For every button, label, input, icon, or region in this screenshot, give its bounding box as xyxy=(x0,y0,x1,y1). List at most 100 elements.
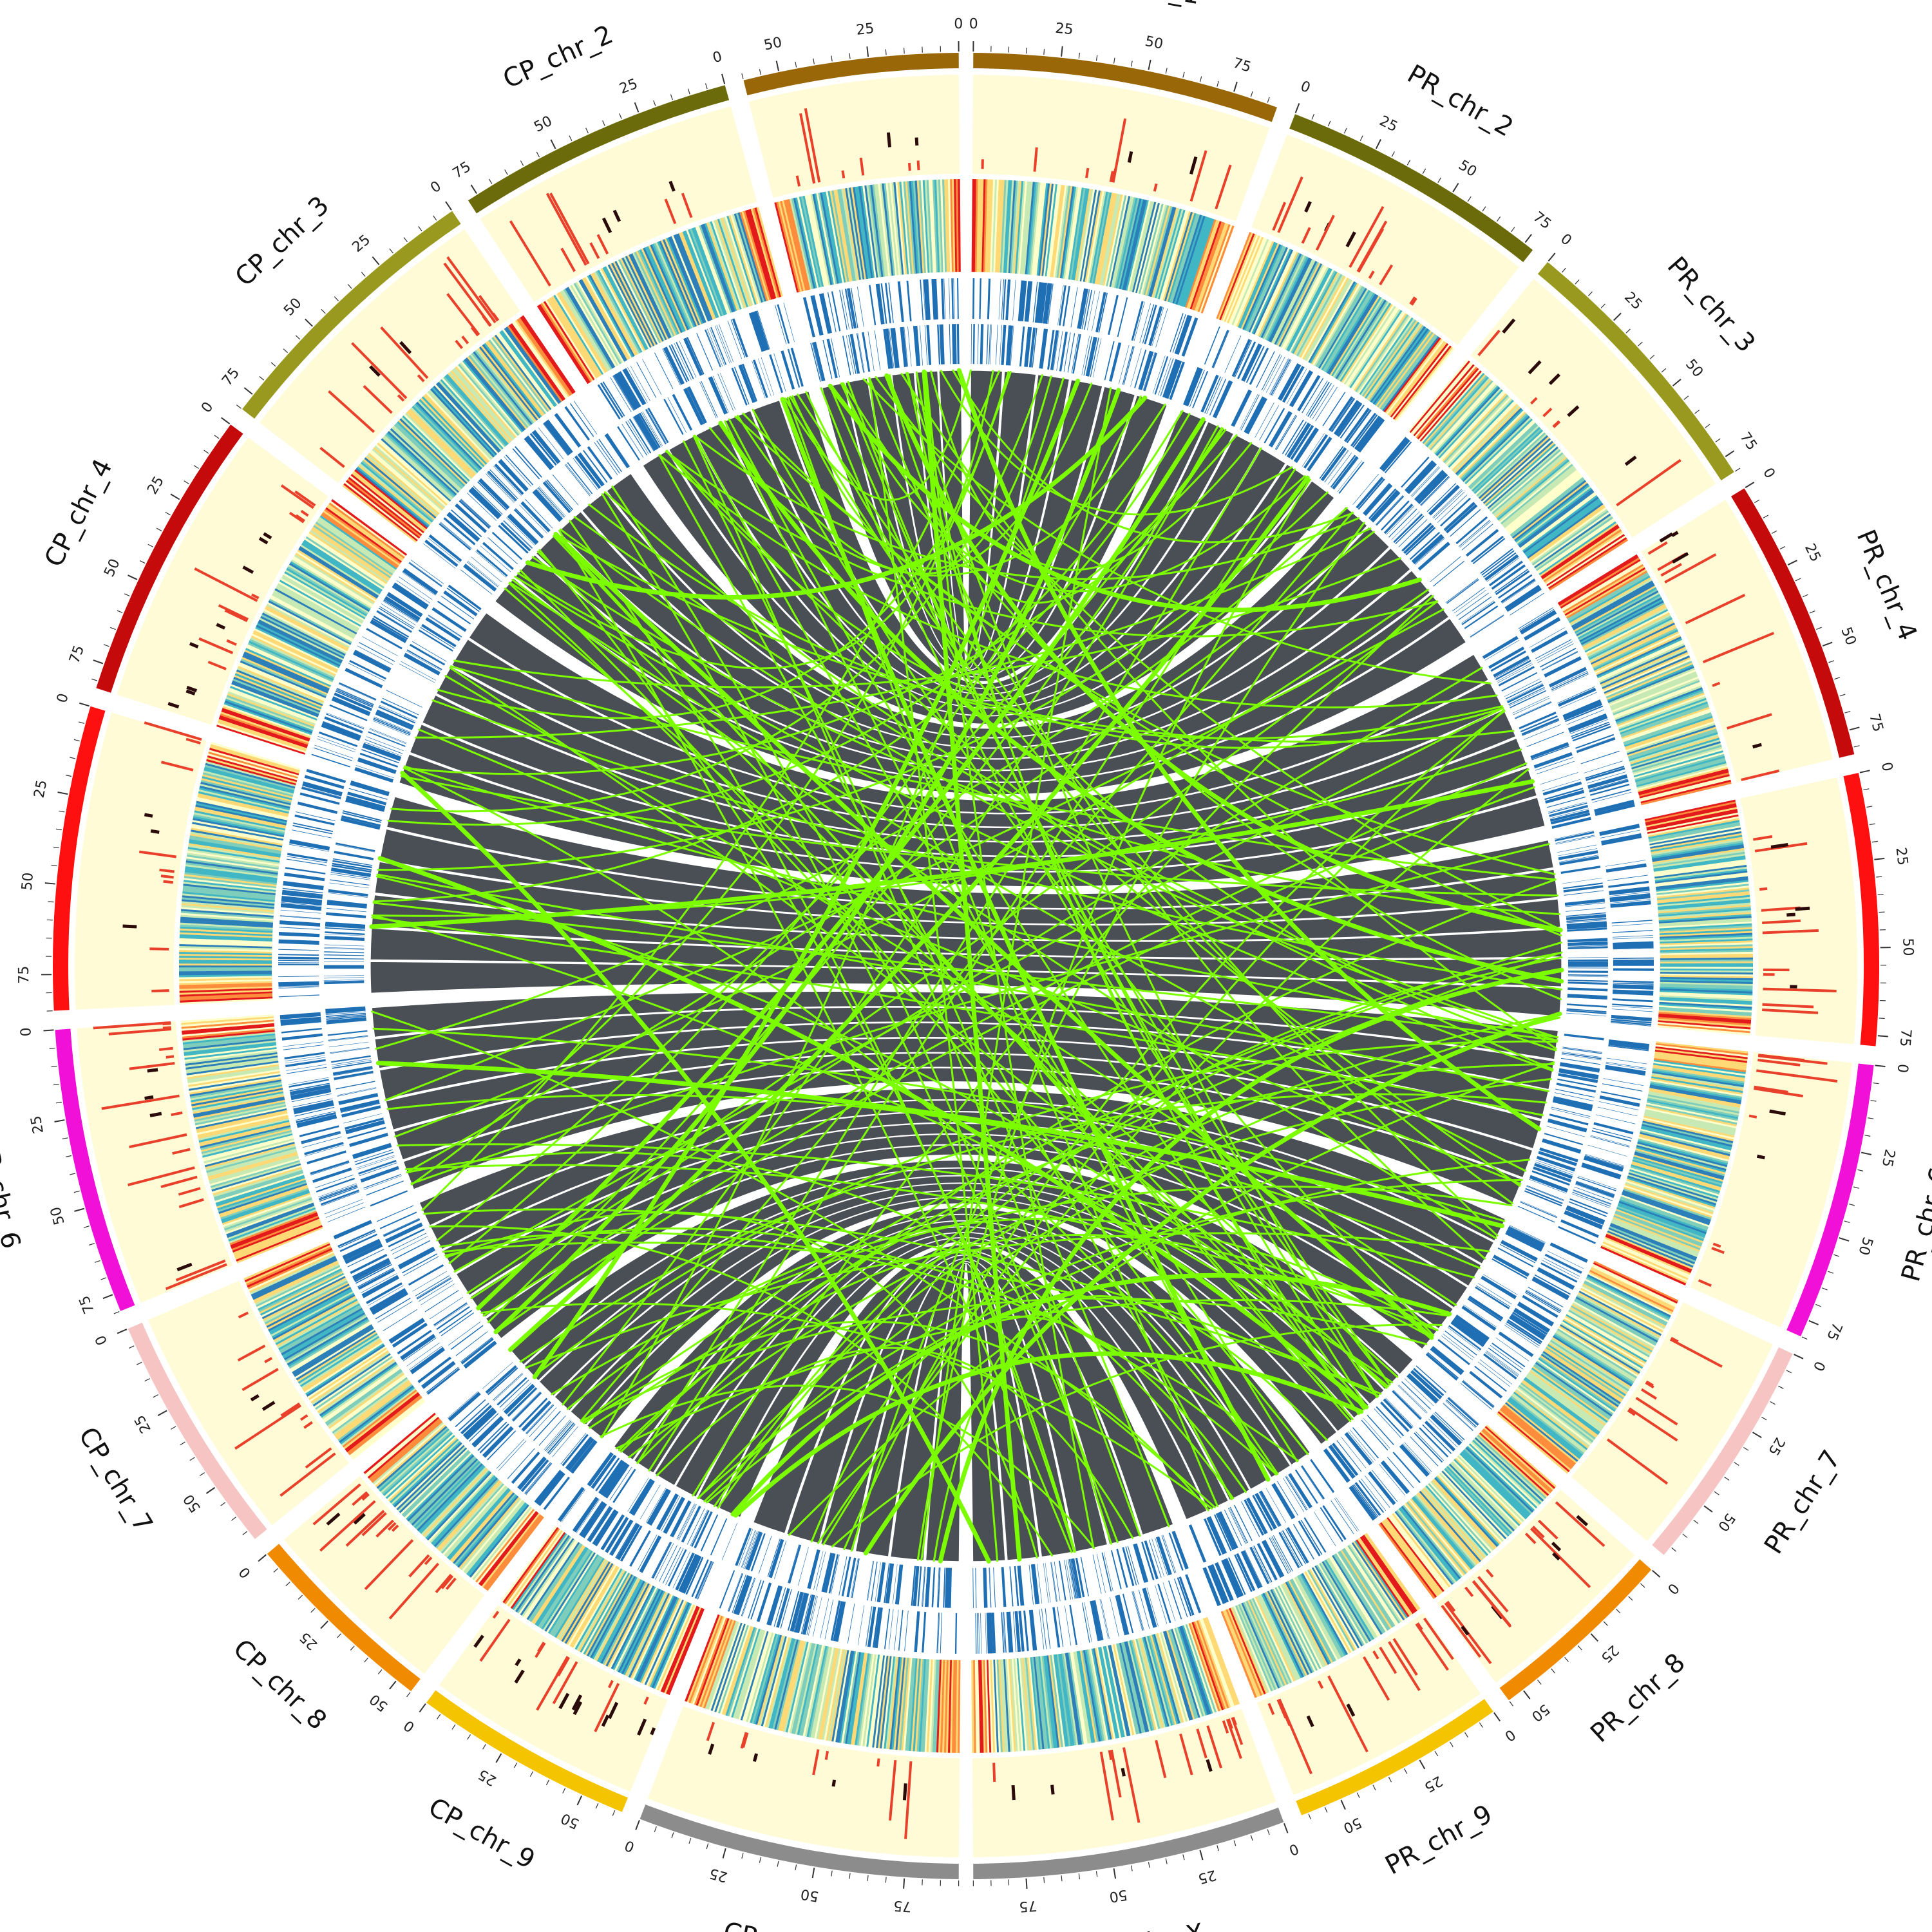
heatmap-bin xyxy=(485,341,544,417)
heatmap-bin xyxy=(183,1035,276,1046)
gene-bar xyxy=(421,1283,455,1305)
heatmap-bin xyxy=(1023,1658,1033,1750)
gene-bar xyxy=(1141,1542,1154,1580)
heatmap-bin xyxy=(1076,1651,1094,1743)
heatmap-bin xyxy=(266,603,350,649)
gene-bar xyxy=(468,1413,499,1442)
red-spike xyxy=(549,193,590,265)
red-spike xyxy=(375,1519,394,1538)
heatmap-bin xyxy=(1074,1651,1092,1743)
heatmap-bin xyxy=(477,347,537,422)
gene-bar xyxy=(347,792,386,806)
heatmap-bin xyxy=(181,1018,274,1027)
gene-bar xyxy=(440,522,471,549)
heatmap-bin xyxy=(738,1630,767,1720)
heatmap-bin xyxy=(208,1153,298,1180)
gene-bar xyxy=(1045,1608,1051,1649)
heatmap-bin xyxy=(232,1217,319,1253)
gene-bar xyxy=(415,1275,450,1296)
gene-bar xyxy=(430,1296,464,1320)
green-link xyxy=(889,374,1224,604)
dark-spike xyxy=(176,1262,193,1272)
heatmap-bin xyxy=(628,1593,670,1678)
gene-bar xyxy=(851,1558,860,1598)
heatmap-bin xyxy=(440,379,504,450)
gene-bar xyxy=(324,951,365,954)
heatmap-bin xyxy=(867,1654,882,1747)
heatmap-bin xyxy=(724,216,755,305)
heatmap-bin xyxy=(182,896,275,907)
heatmap-bin xyxy=(202,1135,294,1160)
heatmap-bin xyxy=(957,1660,961,1753)
heatmap-bin xyxy=(512,321,567,399)
heatmap-bin xyxy=(732,214,762,303)
gene-bar xyxy=(679,341,697,378)
green-link xyxy=(509,582,1527,1172)
heatmap-bin xyxy=(893,182,904,275)
heatmap-bin xyxy=(702,223,735,312)
gene-bar xyxy=(837,1602,846,1642)
gene-bar xyxy=(986,1613,989,1654)
gene-bar xyxy=(1613,984,1654,990)
gene-bar xyxy=(773,353,786,392)
gene-bar xyxy=(600,1461,626,1496)
heatmap-bin xyxy=(249,638,335,679)
heatmap-bin xyxy=(938,1660,943,1753)
heatmap-bin xyxy=(994,1659,1001,1752)
heatmap-bin xyxy=(607,264,652,348)
heatmap-bin xyxy=(1053,1654,1067,1747)
heatmap-bin xyxy=(206,1148,297,1175)
heatmap-bin xyxy=(182,1031,276,1043)
gene-bar xyxy=(482,1426,514,1458)
red-spike xyxy=(299,1414,308,1421)
heatmap-bin xyxy=(247,1247,333,1288)
gene-bar xyxy=(512,1392,542,1422)
gene-bar xyxy=(522,501,551,531)
gene-bar xyxy=(283,881,324,887)
gene-bar xyxy=(324,980,365,983)
gene-bar xyxy=(334,1072,374,1081)
gene-bar xyxy=(738,1529,753,1567)
heatmap-bin xyxy=(227,691,316,726)
heatmap-bin xyxy=(274,1297,357,1343)
heatmap-bin xyxy=(451,1491,514,1563)
gene-bar xyxy=(892,1564,898,1604)
heatmap-bin xyxy=(301,1338,382,1390)
heatmap-bin xyxy=(770,1638,795,1729)
gene-bar xyxy=(627,1477,649,1512)
dark-spike xyxy=(186,685,198,692)
dark-spike xyxy=(242,565,254,574)
gene-bar xyxy=(683,337,703,376)
heatmap-bin xyxy=(180,998,273,1005)
gene-bar xyxy=(462,1407,495,1437)
dark-spike xyxy=(1756,1154,1765,1160)
gene-bar xyxy=(898,1610,904,1651)
gene-bar xyxy=(667,397,687,433)
gene-bar xyxy=(583,450,608,483)
gene-bar xyxy=(343,1113,383,1124)
heatmap-bin xyxy=(442,1484,506,1555)
heatmap-bin xyxy=(202,1133,293,1158)
heatmap-bin xyxy=(187,852,279,868)
gene-bar xyxy=(345,1120,385,1135)
heatmap-bin xyxy=(1145,1636,1171,1727)
gene-bar xyxy=(498,1441,527,1471)
heatmap-bin xyxy=(680,231,716,319)
gene-bar xyxy=(355,765,394,779)
gene-bar xyxy=(545,480,572,511)
gene-bar xyxy=(506,517,535,546)
red-spike xyxy=(237,1344,266,1362)
gene-bar xyxy=(496,1439,525,1469)
heatmap-bin xyxy=(191,1088,283,1106)
heatmap-bin xyxy=(294,554,375,605)
heatmap-bin xyxy=(800,1644,822,1736)
heatmap-bin xyxy=(696,1618,730,1706)
heatmap-bin xyxy=(211,742,301,771)
gene-bar xyxy=(475,551,506,578)
heatmap-bin xyxy=(330,1375,407,1432)
heatmap-bin xyxy=(806,194,828,287)
gray-link xyxy=(925,1262,1006,1562)
heatmap-bin xyxy=(465,357,526,431)
heatmap-bin xyxy=(719,218,750,307)
heatmap-bin xyxy=(584,1573,632,1656)
